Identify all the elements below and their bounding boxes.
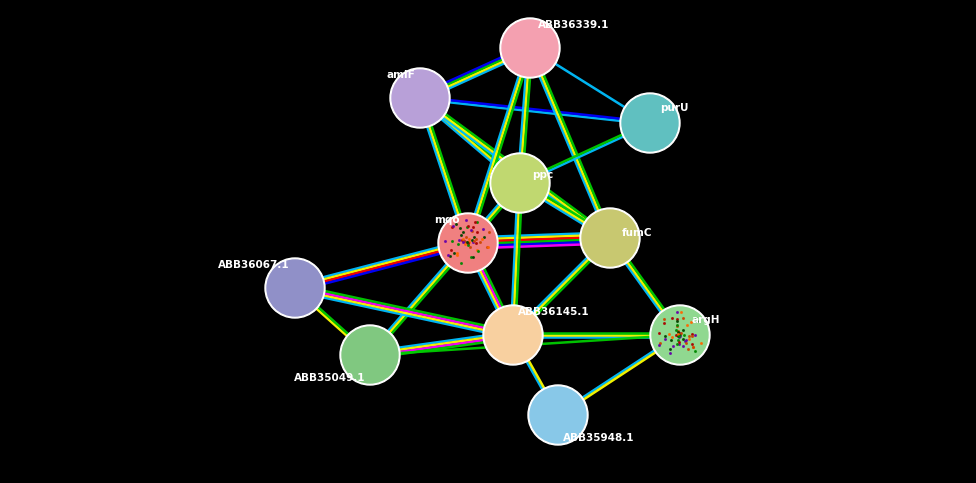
Circle shape bbox=[530, 387, 586, 443]
Circle shape bbox=[528, 385, 588, 445]
Circle shape bbox=[580, 208, 640, 268]
Text: ppc: ppc bbox=[532, 170, 553, 180]
Circle shape bbox=[490, 153, 550, 213]
Text: ABB35948.1: ABB35948.1 bbox=[563, 433, 634, 443]
Text: amiF: amiF bbox=[386, 70, 415, 80]
Circle shape bbox=[267, 260, 323, 316]
Circle shape bbox=[483, 305, 543, 365]
Circle shape bbox=[392, 70, 448, 126]
Text: ABB36339.1: ABB36339.1 bbox=[538, 20, 609, 30]
Circle shape bbox=[438, 213, 498, 273]
Circle shape bbox=[340, 325, 400, 385]
Text: argH: argH bbox=[692, 315, 720, 325]
Text: fumC: fumC bbox=[622, 228, 653, 238]
Text: purU: purU bbox=[660, 103, 688, 113]
Text: mqo: mqo bbox=[434, 215, 460, 225]
Text: ABB35049.1: ABB35049.1 bbox=[294, 373, 365, 383]
Circle shape bbox=[502, 20, 558, 76]
Circle shape bbox=[265, 258, 325, 318]
Circle shape bbox=[390, 68, 450, 128]
Circle shape bbox=[652, 307, 708, 363]
Text: ABB36145.1: ABB36145.1 bbox=[518, 307, 590, 317]
Circle shape bbox=[492, 155, 548, 211]
Circle shape bbox=[622, 95, 678, 151]
Circle shape bbox=[582, 210, 638, 266]
Text: ABB36067.1: ABB36067.1 bbox=[219, 260, 290, 270]
Circle shape bbox=[620, 93, 680, 153]
Circle shape bbox=[440, 215, 496, 271]
Circle shape bbox=[342, 327, 398, 383]
Circle shape bbox=[500, 18, 560, 78]
Circle shape bbox=[485, 307, 541, 363]
Circle shape bbox=[650, 305, 710, 365]
